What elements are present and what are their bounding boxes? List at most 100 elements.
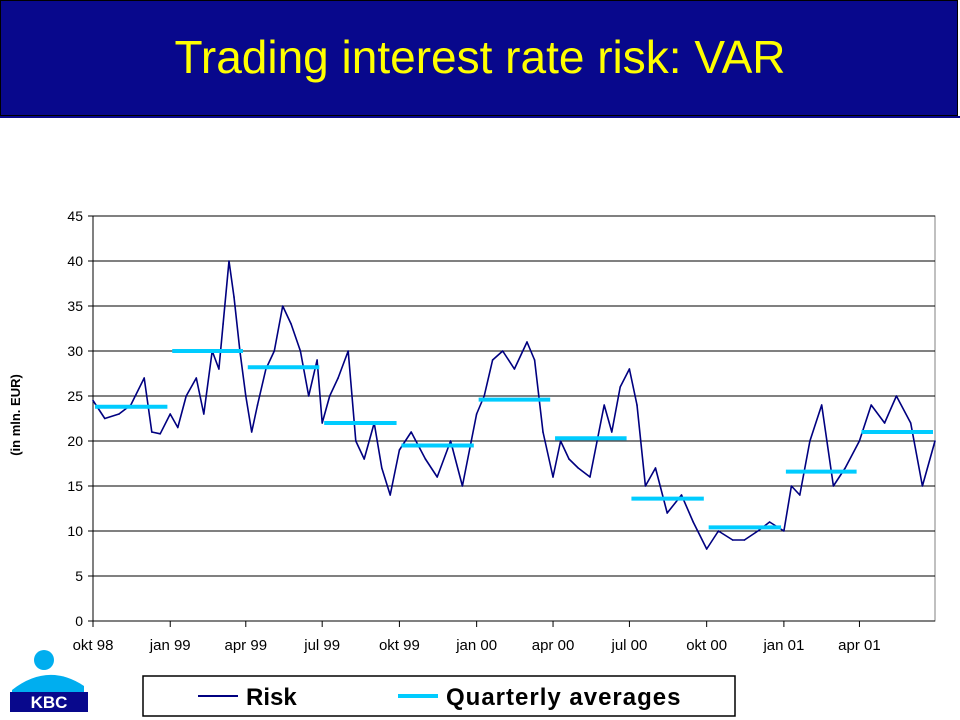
y-tick-label: 15: [67, 478, 83, 494]
risk-point: [176, 426, 179, 429]
title-underline: [0, 116, 960, 118]
y-tick-label: 20: [67, 433, 83, 449]
title-bar: [0, 0, 958, 116]
x-tick-label: jul 99: [303, 637, 340, 654]
kbc-logo-text: KBC: [31, 693, 68, 712]
legend: Risk Quarterly averages: [142, 675, 736, 717]
x-tick-label: jan 01: [762, 637, 804, 654]
risk-point: [203, 413, 205, 415]
y-axis: 0 5 10 15 20 25 30 35 40 45: [67, 208, 94, 629]
x-tick-label: apr 00: [532, 637, 575, 654]
risk-point: [169, 413, 172, 415]
risk-point: [244, 395, 247, 397]
risk-point: [533, 359, 536, 361]
risk-point: [363, 458, 365, 460]
risk-point: [195, 377, 198, 379]
y-tick-label: 35: [67, 298, 83, 314]
risk-point: [513, 368, 516, 370]
risk-point: [628, 368, 631, 370]
kbc-logo-person-icon: [34, 650, 54, 670]
x-tick-label: jan 99: [149, 637, 191, 654]
gridlines: [92, 215, 936, 622]
risk-point: [380, 467, 383, 469]
risk-point: [299, 350, 302, 352]
risk-point: [424, 458, 427, 460]
y-tick-label: 0: [75, 613, 83, 629]
slide-title: Trading interest rate risk: VAR: [174, 31, 786, 83]
risk-point: [398, 449, 401, 451]
risk-point: [307, 395, 310, 397]
risk-point: [783, 530, 785, 532]
risk-point: [705, 548, 708, 550]
y-tick-label: 25: [67, 388, 83, 404]
x-tick-label: apr 99: [225, 637, 268, 654]
risk-point: [483, 395, 485, 397]
risk-point: [328, 395, 331, 397]
risk-point: [436, 476, 438, 478]
risk-point: [589, 476, 591, 478]
kbc-logo: KBC: [10, 650, 88, 712]
risk-point: [768, 521, 771, 523]
risk-point: [909, 422, 912, 424]
risk-point: [820, 404, 823, 406]
legend-box: [142, 675, 736, 717]
x-tick-label: okt 98: [73, 637, 114, 654]
risk-point: [809, 440, 811, 442]
risk-point: [449, 440, 452, 442]
risk-point: [475, 413, 478, 415]
plot-frame: [92, 215, 936, 622]
risk-point: [92, 399, 94, 402]
risk-point: [491, 359, 494, 361]
risk-point: [118, 413, 120, 415]
risk-point: [218, 368, 220, 370]
kbc-logo-shoulders: [12, 674, 84, 692]
x-tick-label: jul 00: [610, 637, 647, 654]
risk-point: [347, 350, 350, 352]
risk-point: [757, 530, 759, 532]
risk-point: [461, 485, 464, 487]
y-tick-label: 45: [67, 208, 83, 224]
risk-point: [150, 431, 153, 433]
x-tick-label: apr 01: [838, 637, 881, 654]
risk-point: [250, 431, 253, 433]
legend-quarterly-label: Quarterly averages: [446, 684, 681, 711]
risk-point: [619, 386, 621, 388]
risk-point: [717, 530, 720, 532]
risk-point: [290, 323, 292, 325]
risk-point: [680, 494, 683, 496]
risk-point: [603, 404, 606, 406]
risk-point: [501, 350, 504, 352]
risk-point: [316, 359, 318, 361]
y-tick-label: 5: [75, 568, 83, 584]
risk-point: [577, 467, 580, 469]
risk-point: [321, 422, 323, 424]
risk-point: [568, 458, 570, 460]
risk-point: [636, 404, 638, 406]
risk-point: [921, 485, 924, 487]
risk-point: [526, 341, 528, 343]
x-tick-label: okt 00: [686, 637, 727, 654]
risk-point: [832, 485, 835, 487]
y-tick-label: 10: [67, 523, 83, 539]
risk-point: [233, 296, 235, 298]
risk-point: [552, 476, 554, 478]
x-tick-label: jan 00: [455, 637, 497, 654]
risk-point: [410, 431, 412, 433]
risk-point: [281, 305, 284, 307]
risk-point: [644, 485, 647, 487]
risk-point: [844, 467, 846, 469]
risk-point: [389, 494, 391, 496]
risk-point: [143, 377, 146, 379]
risk-point: [103, 417, 106, 420]
x-tick-label: okt 99: [379, 637, 420, 654]
risk-point: [934, 440, 936, 442]
risk-point: [273, 350, 276, 352]
risk-point: [542, 431, 544, 433]
risk-point: [743, 539, 746, 541]
x-axis: okt 98 jan 99 apr 99 jul 99 okt 99 jan 00 apr …: [73, 620, 935, 654]
risk-series-line: [92, 260, 936, 550]
legend-risk-label: Risk: [246, 684, 297, 711]
risk-point: [731, 539, 734, 541]
risk-point: [790, 485, 793, 487]
